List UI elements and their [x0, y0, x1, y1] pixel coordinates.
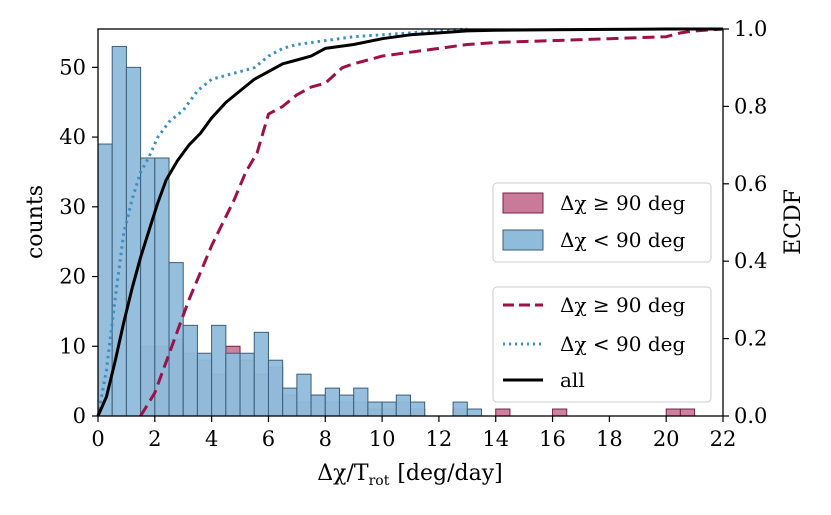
bar-lt90-9: [225, 352, 241, 417]
x-tick-label-3: 6: [262, 427, 275, 451]
histogram-layer: [97, 45, 696, 417]
y-axis-ticks: 0 10 20 30 40 50: [59, 55, 98, 428]
bar-lt90-2: [125, 66, 142, 417]
histogram-legend-box: [492, 182, 712, 263]
ecdf-line-lt90: [96, 27, 468, 417]
bar-lt90-6: [182, 324, 198, 417]
bar-ge90-22: [552, 408, 568, 417]
x-tick-label-4: 8: [319, 427, 332, 451]
x-tick-label-8: 16: [539, 427, 566, 451]
bar-lt90-23: [452, 401, 468, 417]
bar-lt90-17: [338, 394, 355, 417]
y2-axis-ticks: 0.0 0.2 0.4 0.6 0.8 1.0: [723, 17, 767, 428]
y2-tick-label-2: 0.4: [734, 249, 767, 273]
ecdf-line-all: [96, 27, 723, 417]
x-tick-label-10: 20: [653, 427, 680, 451]
y2-tick-label-0: 0.0: [734, 404, 767, 428]
x-tick-label-9: 18: [596, 427, 623, 451]
bar-lt90-3: [140, 157, 156, 417]
y-tick-label-4: 40: [59, 125, 86, 149]
x-tick-label-6: 12: [426, 427, 453, 451]
legend-line-label-ge90: Δχ ≥ 90 deg: [560, 293, 685, 317]
bar-lt90-18: [353, 387, 369, 417]
x-tick-label-7: 14: [482, 427, 509, 451]
y-tick-label-2: 20: [59, 265, 86, 289]
y-tick-label-1: 10: [59, 334, 86, 358]
legend-line-label-lt90: Δχ < 90 deg: [560, 332, 685, 356]
bar-lt90-11: [253, 331, 269, 417]
x-axis-label: Δχ/Trot [deg/day]: [317, 461, 502, 489]
ecdf-legend: Δχ ≥ 90 deg Δχ < 90 deg all: [492, 286, 712, 403]
bar-lt90-15: [310, 394, 326, 417]
bar-ge90-21: [495, 408, 511, 417]
ecdf-line-ge90: [139, 27, 724, 417]
ecdf-legend-box: [492, 286, 712, 403]
bar-lt90-19: [367, 401, 383, 417]
histogram-legend: Δχ ≥ 90 deg Δχ < 90 deg: [492, 182, 712, 263]
bar-lt90-12: [267, 359, 284, 417]
y-axis-label: counts: [23, 185, 48, 259]
legend-line-label-all: all: [560, 368, 585, 392]
y2-axis-label: ECDF: [781, 189, 806, 255]
legend-label-lt90: Δχ < 90 deg: [560, 228, 685, 252]
y2-tick-label-1: 0.2: [734, 327, 767, 351]
bar-lt90-24: [466, 408, 483, 417]
bar-lt90-21: [395, 394, 411, 417]
bar-lt90-20: [381, 401, 397, 417]
y-tick-label-5: 50: [59, 55, 86, 79]
bar-lt90-5: [168, 262, 184, 417]
bar-lt90-7: [196, 352, 213, 417]
bar-ge90-24: [679, 408, 696, 417]
legend-swatch-lt90: [502, 229, 544, 251]
legend-label-ge90: Δχ ≥ 90 deg: [560, 191, 685, 215]
x-tick-label-1: 2: [148, 427, 161, 451]
y2-tick-label-4: 0.8: [734, 94, 767, 118]
bar-lt90-16: [324, 387, 340, 417]
legend-swatch-ge90: [502, 192, 544, 214]
x-tick-label-2: 4: [205, 427, 218, 451]
y2-tick-label-5: 1.0: [734, 17, 767, 41]
y2-tick-label-3: 0.6: [734, 172, 767, 196]
bar-lt90-13: [282, 387, 298, 417]
bar-ge90-23: [665, 408, 681, 417]
y-tick-label-3: 30: [59, 195, 86, 219]
plot-frame: [97, 28, 724, 417]
y-tick-label-0: 0: [73, 404, 86, 428]
ecdf-layer: [96, 27, 724, 417]
x-tick-label-0: 0: [91, 427, 104, 451]
bar-lt90-22: [410, 401, 426, 417]
x-axis-ticks: 0 2 4 6 8 10 12 14 16 18 20 22: [91, 416, 736, 451]
x-tick-label-11: 22: [710, 427, 737, 451]
bar-lt90-10: [239, 352, 255, 417]
bar-lt90-8: [211, 324, 227, 417]
bar-lt90-14: [296, 373, 312, 417]
x-tick-label-5: 10: [369, 427, 396, 451]
